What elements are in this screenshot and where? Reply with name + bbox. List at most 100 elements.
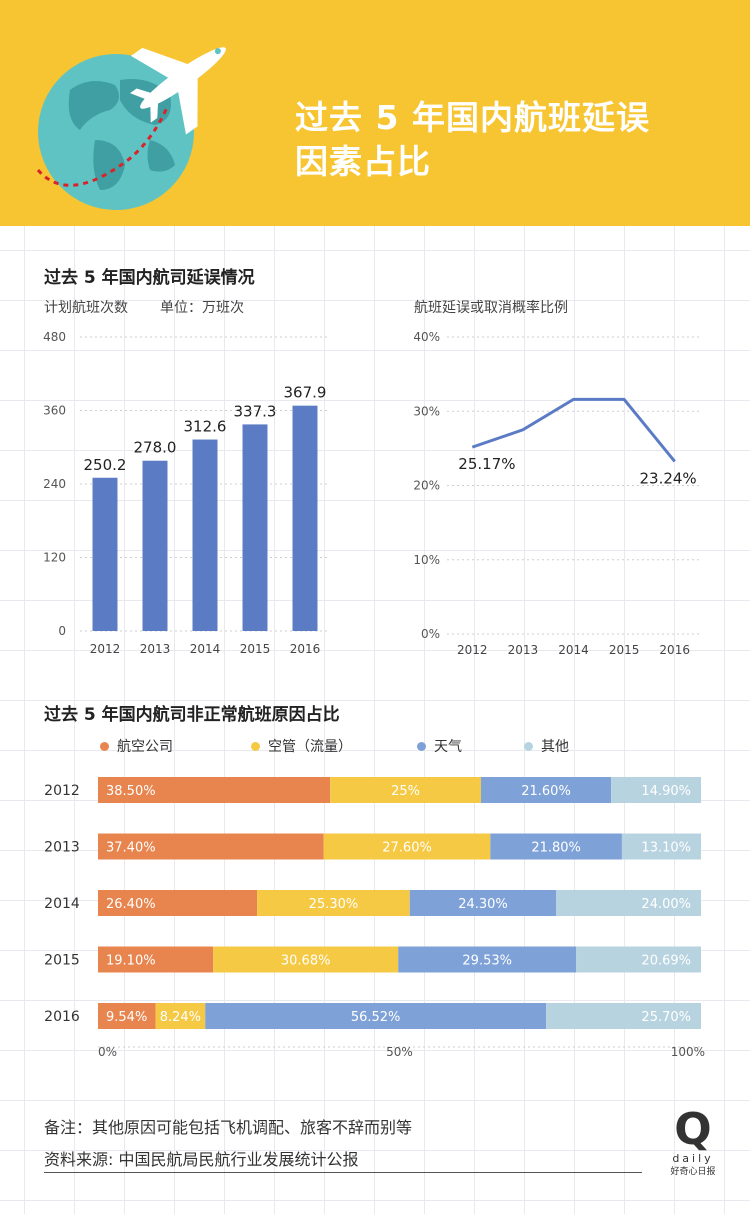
line-annotation: 25.17% bbox=[458, 455, 515, 473]
stack-segment bbox=[576, 946, 701, 973]
bar-chart-xtick: 2012 bbox=[90, 642, 121, 656]
bar-value-label: 278.0 bbox=[134, 439, 177, 457]
bar-chart-ytick: 120 bbox=[43, 551, 66, 565]
bar-chart-ytick: 0 bbox=[58, 624, 66, 638]
bar-chart-ytick: 480 bbox=[43, 330, 66, 344]
bar bbox=[292, 405, 318, 631]
line-annotation: 23.24% bbox=[639, 469, 696, 487]
line-chart-xtick: 2015 bbox=[609, 643, 640, 657]
page-title-line2: 因素占比 bbox=[295, 142, 431, 181]
stack-segment-label: 21.60% bbox=[521, 784, 571, 799]
stack-segment bbox=[611, 777, 701, 803]
bar-value-label: 250.2 bbox=[84, 456, 127, 474]
stack-segment-label: 14.90% bbox=[641, 784, 691, 799]
bar-chart-ytick: 240 bbox=[43, 477, 66, 491]
section1-title: 过去 5 年国内航司延误情况 bbox=[44, 268, 255, 288]
stack-segment bbox=[98, 1003, 156, 1029]
stack-row-label: 2013 bbox=[44, 840, 80, 856]
stack-segment-label: 27.60% bbox=[382, 841, 432, 856]
stack-segment-label: 20.69% bbox=[641, 954, 691, 969]
line-chart-ytick: 0% bbox=[421, 627, 440, 641]
stack-segment-label: 9.54% bbox=[106, 1010, 147, 1025]
legend-swatch-atc bbox=[251, 741, 260, 751]
stack-xtick: 50% bbox=[386, 1045, 413, 1059]
stack-row-label: 2012 bbox=[44, 783, 80, 799]
legend-item-other: 其他 bbox=[524, 736, 569, 756]
stack-segment bbox=[155, 1003, 206, 1029]
logo-word: daily bbox=[672, 1152, 714, 1165]
legend-label-other: 其他 bbox=[541, 739, 569, 755]
stack-segment bbox=[546, 1003, 701, 1029]
legend-label-atc: 空管（流量） bbox=[268, 739, 352, 755]
line-chart-ylabel: 航班延误或取消概率比例 bbox=[414, 300, 568, 316]
stack-segment bbox=[98, 833, 324, 860]
stack-segment-label: 21.80% bbox=[531, 841, 581, 856]
footnote: 备注：其他原因可能包括飞机调配、旅客不辞而别等 bbox=[44, 1118, 413, 1137]
page-title-line1: 过去 5 年国内航班延误 bbox=[295, 98, 650, 137]
stack-segment-label: 26.40% bbox=[106, 897, 156, 912]
bar-chart: 0 120 240 360 480 250.2 2012 278.0 2013 312.6 2014… bbox=[43, 330, 330, 656]
bar bbox=[242, 424, 268, 631]
stack-segment-label: 24.00% bbox=[641, 897, 691, 912]
stack-segment bbox=[398, 946, 577, 973]
line-chart-xtick: 2016 bbox=[659, 643, 690, 657]
bar bbox=[192, 439, 218, 631]
stack-segment bbox=[98, 890, 258, 916]
stack-segment bbox=[98, 946, 214, 973]
bar bbox=[142, 460, 168, 631]
stack-segment bbox=[621, 833, 701, 860]
qdaily-logo: Q daily 好奇心日报 bbox=[668, 1108, 718, 1178]
stack-segment-label: 38.50% bbox=[106, 784, 156, 799]
legend-swatch-weather bbox=[417, 741, 426, 751]
bar-value-label: 337.3 bbox=[234, 402, 277, 420]
stack-row-label: 2014 bbox=[44, 896, 80, 912]
bar-value-label: 367.9 bbox=[284, 384, 327, 402]
source-note: 资料来源: 中国民航局民航行业发展统计公报 bbox=[44, 1150, 359, 1169]
stacked-bar-chart: 2012 38.50% 25% 21.60% 14.90% 2013 37.40% 27.60… bbox=[44, 777, 705, 1059]
logo-letter: Q bbox=[674, 1104, 712, 1155]
stack-xtick: 100% bbox=[671, 1045, 705, 1059]
line-chart-ytick: 10% bbox=[413, 553, 440, 567]
bar-chart-unit: 单位：万班次 bbox=[160, 300, 244, 316]
legend-swatch-other bbox=[524, 741, 533, 751]
footer-divider bbox=[44, 1172, 642, 1173]
section2-title: 过去 5 年国内航司非正常航班原因占比 bbox=[44, 705, 340, 725]
logo-caption: 好奇心日报 bbox=[670, 1167, 716, 1177]
stack-segment bbox=[490, 833, 622, 860]
legend-label-weather: 天气 bbox=[434, 739, 462, 755]
stack-segment bbox=[257, 890, 410, 916]
bar-chart-ylabel: 计划航班次数 bbox=[44, 300, 128, 316]
header-banner: 过去 5 年国内航班延误 因素占比 bbox=[0, 0, 750, 226]
stack-segment-label: 25.30% bbox=[309, 897, 359, 912]
globe-airplane-illustration bbox=[36, 47, 226, 210]
stack-row-label: 2016 bbox=[44, 1009, 80, 1025]
stack-segment-label: 19.10% bbox=[106, 954, 156, 969]
stack-segment bbox=[213, 946, 399, 973]
stack-segment bbox=[480, 777, 612, 803]
line-chart-ytick: 40% bbox=[413, 330, 440, 344]
bar-chart-ytick: 360 bbox=[43, 404, 66, 418]
stack-row-label: 2015 bbox=[44, 953, 80, 969]
bar-chart-xtick: 2015 bbox=[240, 642, 271, 656]
legend-item-airline: 航空公司 bbox=[100, 736, 173, 756]
stack-segment-label: 30.68% bbox=[281, 954, 331, 969]
bar-value-label: 312.6 bbox=[184, 418, 227, 436]
bar bbox=[92, 477, 118, 631]
line-chart-xtick: 2013 bbox=[508, 643, 539, 657]
line-chart-ytick: 20% bbox=[413, 479, 440, 493]
stack-segment-label: 56.52% bbox=[351, 1010, 401, 1025]
stack-segment bbox=[323, 833, 491, 860]
stack-segment-label: 13.10% bbox=[641, 841, 691, 856]
line-chart-xtick: 2014 bbox=[558, 643, 589, 657]
stack-xtick: 0% bbox=[98, 1045, 117, 1059]
bar-chart-xtick: 2016 bbox=[290, 642, 321, 656]
bar-chart-xtick: 2014 bbox=[190, 642, 221, 656]
stack-segment-label: 25% bbox=[391, 784, 420, 799]
stack-segment bbox=[556, 890, 701, 916]
stack-segment bbox=[409, 890, 557, 916]
stack-segment-label: 24.30% bbox=[458, 897, 508, 912]
legend-label-airline: 航空公司 bbox=[117, 739, 173, 755]
stack-segment-label: 37.40% bbox=[106, 841, 156, 856]
legend-item-weather: 天气 bbox=[417, 736, 462, 756]
line-chart: 0% 10% 20% 30% 40% 2012 2013 2014 2015 2016 25.17%… bbox=[413, 330, 700, 657]
